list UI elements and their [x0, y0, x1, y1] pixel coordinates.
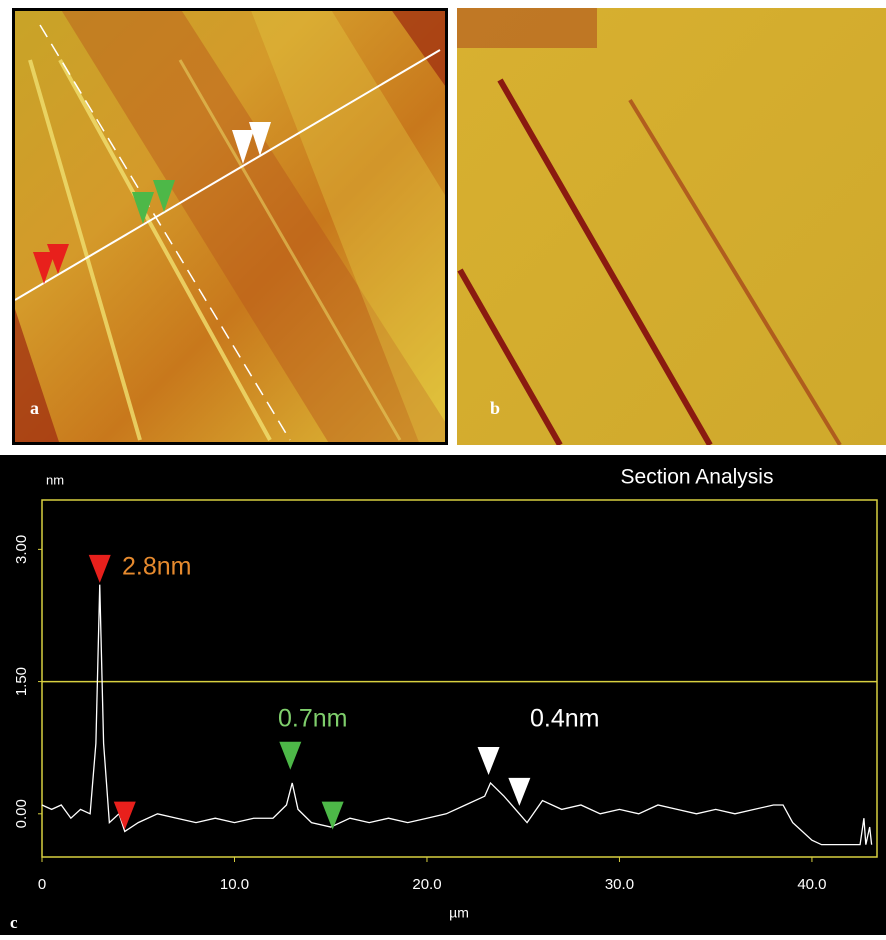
- cursor-marker: [88, 554, 111, 583]
- cursor-marker: [279, 741, 302, 770]
- afm-image-b: [457, 8, 886, 445]
- x-tick-label: 40.0: [797, 876, 826, 893]
- x-tick-label: 10.0: [220, 876, 249, 893]
- panel-label: b: [490, 398, 500, 418]
- cursor-marker: [508, 777, 531, 806]
- x-tick-label: 0: [38, 876, 46, 893]
- chart-background: [0, 455, 886, 935]
- cursor-marker: [321, 801, 344, 830]
- cursor-marker: [113, 801, 136, 830]
- x-axis-label: µm: [449, 905, 469, 921]
- cursor-marker: [477, 747, 500, 776]
- x-tick-label: 30.0: [605, 876, 634, 893]
- y-tick-label: 0.00: [13, 799, 30, 828]
- chart-title: Section Analysis: [621, 466, 774, 489]
- x-tick-label: 20.0: [412, 876, 441, 893]
- afm-image-a: [12, 8, 448, 445]
- annotation: 0.7nm: [278, 705, 347, 733]
- plot-frame: [41, 499, 878, 858]
- panel-label: c: [10, 913, 18, 932]
- annotation: 2.8nm: [122, 553, 191, 581]
- y-tick-label: 3.00: [13, 535, 30, 564]
- y-axis-label: nm: [46, 472, 64, 487]
- y-tick-label: 1.50: [13, 667, 30, 696]
- annotation: 0.4nm: [530, 705, 599, 733]
- plot-area: 0.00 1.50 3.00 0 10.0 20.0 30.0 40.0 2.8nm 0.7nm 0…: [13, 535, 877, 893]
- panel-label: a: [30, 398, 39, 418]
